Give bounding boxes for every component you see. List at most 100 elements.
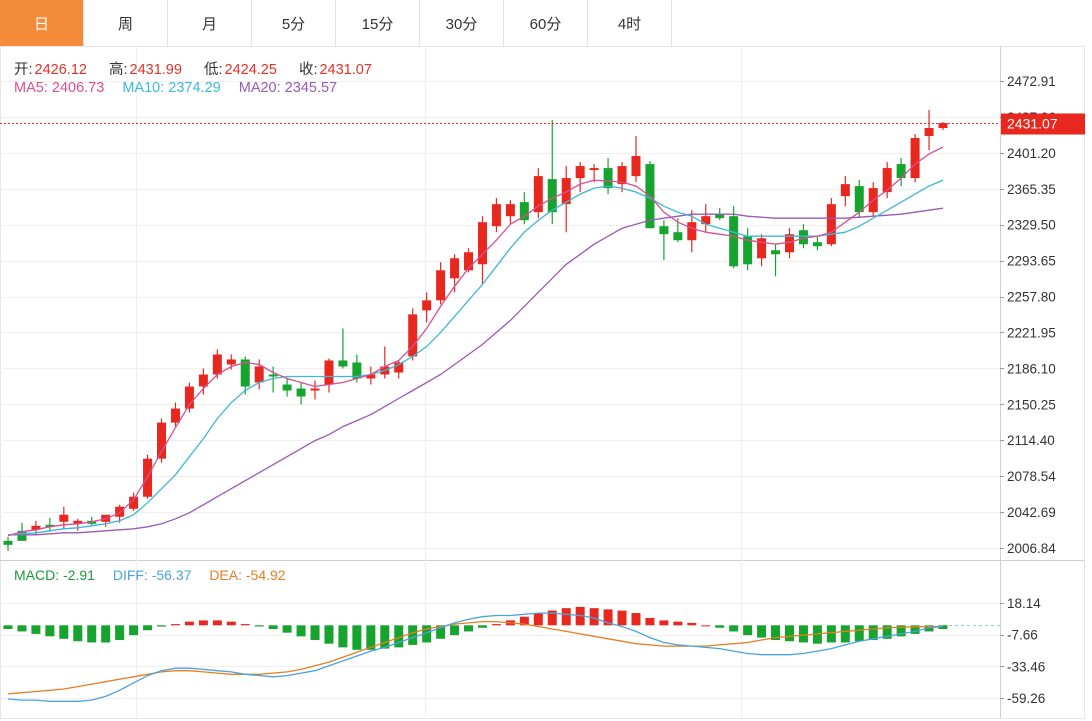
macd-tick-label: -33.46 xyxy=(1007,659,1045,674)
macd-bar xyxy=(659,620,669,626)
candle-body xyxy=(505,204,515,217)
candle-body xyxy=(240,359,250,387)
candle xyxy=(547,119,557,225)
candle-body xyxy=(561,178,571,205)
candle-body xyxy=(938,122,948,129)
candle-body xyxy=(743,236,753,265)
candle-body xyxy=(338,360,348,367)
macd-bar xyxy=(617,610,627,626)
macd-bar xyxy=(366,625,376,650)
candle xyxy=(408,308,418,361)
candle xyxy=(687,210,697,253)
candle-body xyxy=(673,232,683,241)
candle-body xyxy=(840,184,850,197)
candle-body xyxy=(603,168,613,189)
ma5-line xyxy=(7,146,944,537)
tab-5min[interactable]: 5分 xyxy=(252,0,336,46)
macd-bar xyxy=(519,616,529,626)
macd-bar xyxy=(129,625,139,636)
candle-body xyxy=(73,520,83,524)
candle xyxy=(73,518,83,531)
candle xyxy=(938,121,948,131)
macd-tick-label: -59.26 xyxy=(1007,691,1045,706)
candle xyxy=(380,346,390,379)
dea-label: DEA: xyxy=(209,567,242,583)
kline-tick-label: 2114.40 xyxy=(1007,433,1055,448)
candle-body xyxy=(715,214,725,219)
ma10-line xyxy=(7,179,944,536)
tab-4hour[interactable]: 4时 xyxy=(588,0,672,46)
kline-tick-label: 2078.54 xyxy=(1007,469,1056,484)
macd-bar xyxy=(73,625,83,642)
tab-month[interactable]: 月 xyxy=(168,0,252,46)
macd-bar xyxy=(87,625,97,643)
tab-week[interactable]: 周 xyxy=(84,0,168,46)
dea-value: -54.92 xyxy=(245,567,286,583)
candle-body xyxy=(771,250,781,255)
macd-bar xyxy=(771,625,781,641)
tab-60min[interactable]: 60分 xyxy=(504,0,588,46)
candle xyxy=(115,504,125,523)
candle xyxy=(184,382,194,413)
candle-body xyxy=(631,156,641,177)
candle xyxy=(17,522,27,541)
candle-body xyxy=(296,388,306,397)
candle-body xyxy=(17,530,27,541)
macd-bar xyxy=(561,608,571,626)
macd-bar xyxy=(422,625,432,643)
candle-body xyxy=(910,138,920,179)
candle-body xyxy=(519,202,529,221)
tab-day[interactable]: 日 xyxy=(0,0,84,46)
candle xyxy=(324,358,334,393)
candle xyxy=(701,204,711,233)
macd-bar xyxy=(212,620,222,626)
macd-bar xyxy=(464,625,474,632)
candle xyxy=(603,158,613,195)
candle xyxy=(659,220,669,261)
candle xyxy=(491,198,501,233)
macd-bar xyxy=(338,625,348,648)
tab-30min[interactable]: 30分 xyxy=(420,0,504,46)
candle-body xyxy=(352,362,362,379)
candle-body xyxy=(408,314,418,357)
candle-body xyxy=(533,176,543,213)
tab-15min[interactable]: 15分 xyxy=(336,0,420,46)
candle xyxy=(840,176,850,207)
candle xyxy=(436,262,446,305)
candle-body xyxy=(701,216,711,225)
low-label: 低: xyxy=(203,62,223,78)
kline-tick-label: 2186.10 xyxy=(1007,361,1056,376)
candle xyxy=(589,164,599,183)
candle-body xyxy=(491,204,501,227)
kline-tick-label: 2150.25 xyxy=(1007,397,1056,412)
candle-body xyxy=(422,300,432,311)
candle-body xyxy=(547,179,557,213)
candle-body xyxy=(45,524,55,527)
candle-body xyxy=(436,270,446,301)
candle xyxy=(561,166,571,233)
candle xyxy=(157,418,167,463)
candle-body xyxy=(31,525,41,530)
tab-bar-filler xyxy=(672,0,1092,46)
macd-bar xyxy=(170,624,180,626)
macd-bar xyxy=(352,625,362,650)
ma5-label: MA5: xyxy=(14,80,48,96)
candle xyxy=(366,366,376,385)
candle xyxy=(198,368,208,395)
candle-body xyxy=(659,226,669,235)
candle-body xyxy=(464,252,474,271)
macd-bar xyxy=(394,625,404,648)
macd-bar xyxy=(589,608,599,626)
ma20-label: MA20: xyxy=(238,80,281,96)
macd-bar xyxy=(115,625,125,641)
macd-bar xyxy=(547,610,557,626)
candle xyxy=(296,382,306,405)
candle-body xyxy=(282,384,292,391)
macd-bar xyxy=(157,625,167,627)
candle xyxy=(575,162,585,193)
candle xyxy=(338,328,348,369)
candle-body xyxy=(812,242,822,247)
macd-bar xyxy=(784,625,794,642)
candle xyxy=(170,402,180,427)
